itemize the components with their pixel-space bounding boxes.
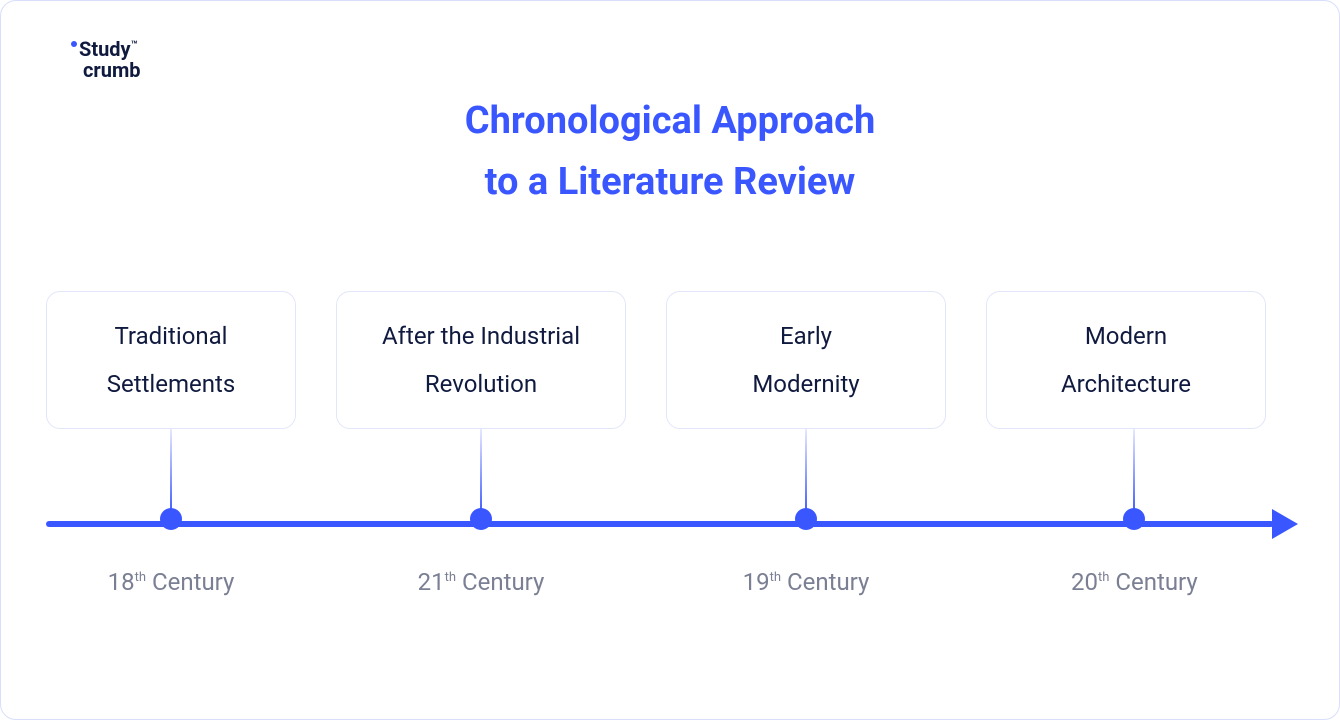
- timeline-card: After the IndustrialRevolution: [336, 291, 626, 429]
- title-line2: to a Literature Review: [1, 152, 1339, 213]
- card-line1: Modern: [1003, 312, 1249, 360]
- card-line2: Modernity: [683, 360, 929, 408]
- card-line1: After the Industrial: [353, 312, 609, 360]
- timeline-card: ModernArchitecture: [986, 291, 1266, 429]
- connector-line: [480, 429, 482, 517]
- timeline-item: TraditionalSettlements 18th Century: [46, 291, 296, 596]
- connector-line: [805, 429, 807, 517]
- timeline-node-icon: [1123, 508, 1145, 530]
- card-line2: Architecture: [1003, 360, 1249, 408]
- logo-tm: ™: [131, 38, 138, 51]
- century-label: 21th Century: [418, 568, 545, 596]
- card-line2: Revolution: [353, 360, 609, 408]
- timeline-card: TraditionalSettlements: [46, 291, 296, 429]
- century-label: 20th Century: [1071, 568, 1198, 596]
- timeline-node-icon: [470, 508, 492, 530]
- frame: Study™ crumb Chronological Approach to a…: [0, 0, 1340, 720]
- connector-line: [170, 429, 172, 517]
- card-line2: Settlements: [63, 360, 279, 408]
- timeline-node-icon: [795, 508, 817, 530]
- timeline-node-icon: [160, 508, 182, 530]
- connector-line: [1133, 429, 1135, 517]
- logo-dot-icon: [71, 41, 77, 47]
- timeline: TraditionalSettlements 18th Century After …: [46, 291, 1294, 641]
- title-line1: Chronological Approach: [1, 91, 1339, 152]
- card-line1: Traditional: [63, 312, 279, 360]
- arrowhead-icon: [1272, 509, 1298, 539]
- card-line1: Early: [683, 312, 929, 360]
- century-label: 18th Century: [108, 568, 235, 596]
- century-label: 19th Century: [743, 568, 870, 596]
- timeline-card: EarlyModernity: [666, 291, 946, 429]
- page-title: Chronological Approach to a Literature R…: [1, 91, 1339, 213]
- timeline-item: EarlyModernity 19th Century: [666, 291, 946, 596]
- logo-line2: crumb: [71, 60, 141, 81]
- timeline-item: After the IndustrialRevolution 21th Centu…: [336, 291, 626, 596]
- timeline-item: ModernArchitecture 20th Century: [986, 291, 1266, 596]
- logo: Study™ crumb: [71, 39, 141, 81]
